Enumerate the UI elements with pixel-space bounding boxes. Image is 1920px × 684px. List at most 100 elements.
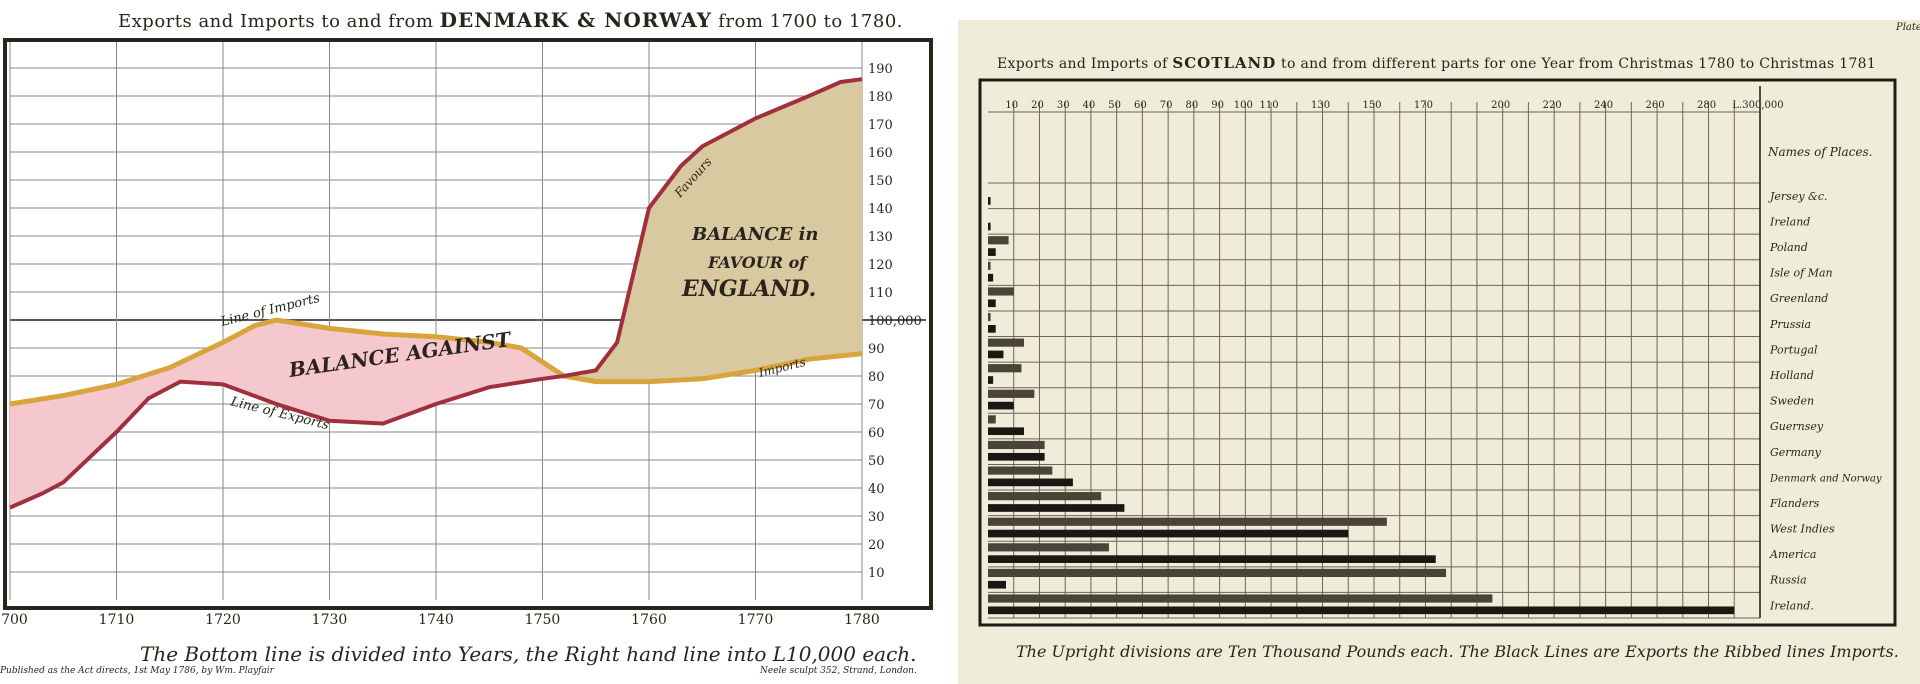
export-bar — [988, 401, 1014, 410]
category-label: Jersey &c. — [1768, 190, 1828, 203]
import-bar — [988, 364, 1022, 373]
x-tick-label: 40 — [1083, 100, 1096, 111]
category-label: Isle of Man — [1769, 267, 1833, 280]
x-tick-label: 240 — [1594, 100, 1613, 111]
y-tick-label: 20 — [868, 538, 885, 553]
y-tick-label: 70 — [868, 398, 885, 413]
import-bar — [988, 543, 1109, 552]
category-label: Guernsey — [1770, 420, 1824, 433]
y-tick-label: 90 — [868, 342, 885, 357]
right-chart-categories: Jersey &c. Ireland Poland Isle of Man Greenl… — [1768, 190, 1882, 612]
category-label: Portugal — [1769, 343, 1818, 356]
left-y-ticks: 10 20 30 40 50 60 70 80 90 100,000 110 120 130 140 150… — [868, 62, 922, 581]
y-tick-label: 130 — [868, 230, 893, 245]
import-bar — [988, 261, 991, 270]
y-tick-label: 50 — [868, 454, 885, 469]
balance-favour-label-2: FAVOUR of — [707, 253, 809, 272]
x-tick-label: 90 — [1211, 100, 1224, 111]
x-tick-label: 30 — [1057, 100, 1070, 111]
x-tick-label: 1710 — [99, 612, 135, 628]
names-of-places-header: Names of Places. — [1767, 145, 1872, 159]
category-label: America — [1769, 548, 1816, 561]
right-chart-bars — [988, 197, 1735, 615]
x-tick-label: 1770 — [738, 612, 774, 628]
left-chart-footnote: The Bottom line is divided into Years, t… — [140, 642, 917, 666]
y-tick-label: 80 — [868, 370, 885, 385]
category-label: Denmark and Norway — [1769, 473, 1882, 484]
x-tick-label: 1780 — [844, 612, 880, 628]
left-chart-frame — [3, 38, 933, 610]
export-bar — [988, 427, 1025, 436]
x-tick-label: 130 — [1311, 100, 1330, 111]
y-tick-label: 40 — [868, 482, 885, 497]
x-tick-label: 1760 — [631, 612, 667, 628]
export-bar — [988, 606, 1735, 615]
import-bar — [988, 568, 1447, 578]
export-bar — [988, 555, 1436, 563]
x-tick-label: 70 — [1160, 100, 1173, 111]
x-tick-label: 1700 — [0, 612, 28, 628]
import-bar — [988, 492, 1102, 501]
export-bar — [988, 273, 994, 282]
x-tick-label: 50 — [1108, 100, 1121, 111]
export-bar — [988, 504, 1125, 512]
y-tick-label: 110 — [868, 286, 893, 301]
import-bar — [988, 338, 1025, 347]
y-tick-label: 180 — [868, 90, 893, 105]
right-chart-frame — [978, 78, 1897, 627]
export-bar — [988, 299, 996, 308]
x-tick-label: 60 — [1134, 100, 1147, 111]
x-tick-label: 280 — [1697, 100, 1716, 111]
export-bar — [988, 197, 991, 205]
y-tick-label: 10 — [868, 566, 885, 581]
y-tick-label: 30 — [868, 510, 885, 525]
category-label: Flanders — [1769, 497, 1820, 510]
right-chart-footnote: The Upright divisions are Ten Thousand P… — [1016, 642, 1899, 661]
import-bar — [988, 389, 1035, 398]
y-tick-label: 160 — [868, 146, 893, 161]
export-bar — [988, 325, 996, 333]
x-tick-label: 1750 — [525, 612, 561, 628]
import-bar — [988, 415, 996, 424]
right-x-ticks: 10 20 30 40 50 60 70 80 90 100 110 130 150 170 200 220 2… — [1005, 100, 1783, 111]
x-tick-label: 80 — [1185, 100, 1198, 111]
category-label: Germany — [1770, 446, 1822, 459]
y-tick-label: 190 — [868, 62, 893, 77]
x-tick-label: 1730 — [312, 612, 348, 628]
export-bar — [988, 580, 1007, 589]
balance-favour-area — [563, 79, 862, 382]
import-bar — [988, 236, 1009, 245]
left-x-ticks: 1700 1710 1720 1730 1740 1750 1760 1770 1780 — [0, 612, 880, 628]
export-bar — [988, 376, 994, 384]
plate-label: Plate — [1896, 22, 1920, 33]
x-tick-label: 1720 — [205, 612, 241, 628]
x-tick-label: 260 — [1646, 100, 1665, 111]
y-tick-label: 150 — [868, 174, 893, 189]
x-tick-label: 200 — [1491, 100, 1510, 111]
export-bar — [988, 222, 991, 231]
category-label: Holland — [1769, 369, 1814, 382]
balance-favour-label-1: BALANCE in — [691, 224, 819, 245]
import-bar — [988, 287, 1014, 296]
x-tick-label: 110 — [1260, 100, 1279, 111]
export-bar — [988, 350, 1004, 359]
x-tick-label: 1740 — [418, 612, 454, 628]
category-label: Greenland — [1770, 292, 1828, 305]
x-tick-label: 10 — [1005, 100, 1018, 111]
import-bar — [988, 440, 1045, 450]
imports-line — [9, 317, 863, 407]
balance-favour-label-3: ENGLAND. — [681, 276, 816, 302]
left-chart-engraver: Neele sculpt 352, Strand, London. — [760, 666, 917, 676]
x-tick-label: 100 — [1234, 100, 1253, 111]
y-tick-label: 120 — [868, 258, 893, 273]
category-label: West Indies — [1770, 523, 1835, 536]
left-chart-title: Exports and Imports to and from DENMARK … — [118, 8, 903, 32]
y-tick-label: 100,000 — [868, 314, 922, 329]
x-tick-label: L.300,000 — [1732, 100, 1783, 111]
category-label: Sweden — [1770, 395, 1814, 408]
x-tick-label: 170 — [1414, 100, 1433, 111]
import-bar — [988, 466, 1053, 475]
category-label: Ireland — [1769, 215, 1810, 228]
